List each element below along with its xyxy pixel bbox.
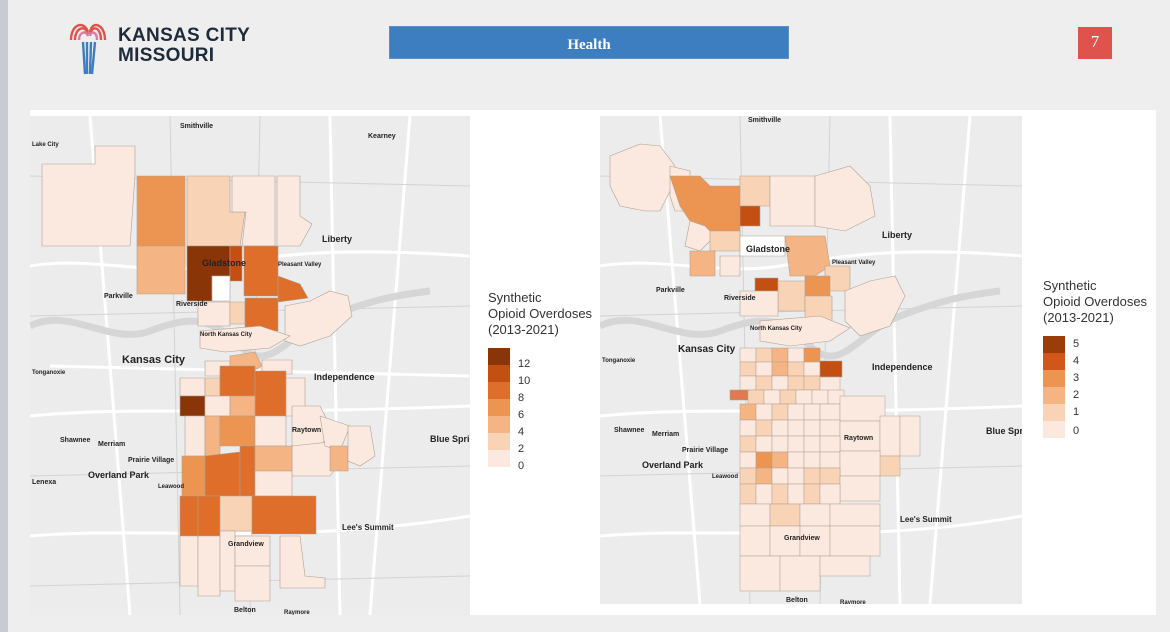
legend-label: 1 xyxy=(1073,406,1080,418)
legend-swatch xyxy=(1043,336,1065,353)
legend-swatch xyxy=(1043,370,1065,387)
map-label-gladstone: Gladstone xyxy=(202,258,246,268)
legend-label: 10 xyxy=(518,375,531,387)
map-label-independence: Independence xyxy=(314,372,375,382)
map-label-independence: Independence xyxy=(872,362,933,372)
right-choropleth-map: Smithville Liberty Gladstone Pleasant Va… xyxy=(600,116,1022,604)
legend-title-line: (2013-2021) xyxy=(1043,310,1114,325)
section-banner: Health xyxy=(389,26,789,59)
maps-panel: Smithville Kearney Liberty Gladstone Ple… xyxy=(30,110,1156,615)
map-label-kansas-city: Kansas City xyxy=(678,344,736,355)
legend-label: 4 xyxy=(518,426,525,438)
map-label-blue-springs: Blue Springs xyxy=(430,434,470,444)
legend-swatch xyxy=(1043,404,1065,421)
map-label-smithville: Smithville xyxy=(748,117,781,124)
map-label-kansas-city: Kansas City xyxy=(122,354,186,366)
logo-line-1: KANSAS CITY xyxy=(118,25,251,46)
legend-title-line: (2013-2021) xyxy=(488,322,559,337)
map-label-belton: Belton xyxy=(234,607,256,614)
legend-title-line: Synthetic xyxy=(1043,278,1097,293)
map-label-riverside: Riverside xyxy=(724,295,756,302)
legend-label: 2 xyxy=(1073,389,1080,401)
map-label-north-kansas-city: North Kansas City xyxy=(750,326,803,332)
legend-label: 0 xyxy=(1073,425,1080,437)
legend-label: 12 xyxy=(518,358,531,370)
legend-label: 2 xyxy=(518,443,525,455)
legend-swatch xyxy=(488,382,510,399)
map-label-blue-springs: Blue Springs xyxy=(986,426,1022,436)
legend-label: 0 xyxy=(518,460,525,472)
legend-label: 5 xyxy=(1073,338,1080,350)
map-label-tonganoxie: Tonganoxie xyxy=(32,370,66,376)
map-label-raytown: Raytown xyxy=(292,427,321,434)
map-label-belton: Belton xyxy=(786,597,808,604)
legend-swatch xyxy=(1043,387,1065,404)
map-label-lenexa: Lenexa xyxy=(32,479,56,486)
map-label-overland-park: Overland Park xyxy=(642,460,704,470)
legend-title: Synthetic Opioid Overdoses (2013-2021) xyxy=(1043,278,1147,326)
legend-label: 3 xyxy=(1073,372,1080,384)
map-label-merriam: Merriam xyxy=(652,431,679,438)
legend-swatch xyxy=(488,399,510,416)
map-label-grandview: Grandview xyxy=(784,535,820,542)
legend-swatch xyxy=(488,433,510,450)
map-label-lees-summit: Lee's Summit xyxy=(900,515,952,524)
map-label-smithville: Smithville xyxy=(180,123,213,130)
legend-title-line: Opioid Overdoses xyxy=(488,306,593,321)
legend-swatch xyxy=(488,416,510,433)
map-label-north-kansas-city: North Kansas City xyxy=(200,332,253,338)
legend-title-line: Synthetic xyxy=(488,290,542,305)
map-label-shawnee: Shawnee xyxy=(60,437,90,444)
map-label-parkville: Parkville xyxy=(656,287,685,294)
map-label-lees-summit: Lee's Summit xyxy=(342,523,394,532)
legend-swatch xyxy=(488,450,510,467)
legend-swatch xyxy=(1043,421,1065,438)
legend-title: Synthetic Opioid Overdoses (2013-2021) xyxy=(488,290,592,338)
map-label-lake-city: Lake City xyxy=(32,142,59,148)
map-label-riverside: Riverside xyxy=(176,301,208,308)
map-label-raymore: Raymore xyxy=(284,610,310,615)
right-map-legend: Synthetic Opioid Overdoses (2013-2021) 5… xyxy=(1043,278,1147,440)
map-label-liberty: Liberty xyxy=(322,234,352,244)
map-label-tonganoxie: Tonganoxie xyxy=(602,358,636,364)
map-label-leawood: Leawood xyxy=(712,474,738,480)
map-label-overland-park: Overland Park xyxy=(88,470,150,480)
map-label-leawood: Leawood xyxy=(158,484,184,490)
legend-scale: 5 4 3 2 1 0 xyxy=(1043,336,1123,440)
map-label-gladstone: Gladstone xyxy=(746,244,790,254)
legend-label: 8 xyxy=(518,392,525,404)
map-label-grandview: Grandview xyxy=(228,541,264,548)
map-label-kearney: Kearney xyxy=(368,133,396,140)
map-label-raymore: Raymore xyxy=(840,600,866,604)
map-label-pleasant-valley: Pleasant Valley xyxy=(278,262,322,268)
legend-swatch xyxy=(488,348,510,365)
map-label-raytown: Raytown xyxy=(844,435,873,442)
legend-label: 6 xyxy=(518,409,525,421)
legend-scale: 12 10 8 6 4 2 0 xyxy=(488,348,568,472)
left-map-legend: Synthetic Opioid Overdoses (2013-2021) 1… xyxy=(488,290,592,472)
legend-label: 4 xyxy=(1073,355,1080,367)
map-label-prairie-village: Prairie Village xyxy=(682,447,728,454)
map-label-prairie-village: Prairie Village xyxy=(128,457,174,464)
fountain-logo-icon xyxy=(69,23,107,75)
page-number: 7 xyxy=(1078,27,1112,59)
slide-edge xyxy=(0,0,8,632)
legend-swatch xyxy=(488,365,510,382)
left-choropleth-map: Smithville Kearney Liberty Gladstone Ple… xyxy=(30,116,470,615)
map-label-liberty: Liberty xyxy=(882,230,912,240)
map-label-shawnee: Shawnee xyxy=(614,427,644,434)
map-label-merriam: Merriam xyxy=(98,441,125,448)
logo-wordmark: KANSAS CITY MISSOURI xyxy=(118,26,250,66)
map-label-parkville: Parkville xyxy=(104,293,133,300)
map-label-pleasant-valley: Pleasant Valley xyxy=(832,260,876,266)
kansas-city-logo: KANSAS CITY MISSOURI xyxy=(66,18,266,78)
legend-title-line: Opioid Overdoses xyxy=(1043,294,1148,309)
logo-line-2: MISSOURI xyxy=(118,45,215,66)
legend-swatch xyxy=(1043,353,1065,370)
